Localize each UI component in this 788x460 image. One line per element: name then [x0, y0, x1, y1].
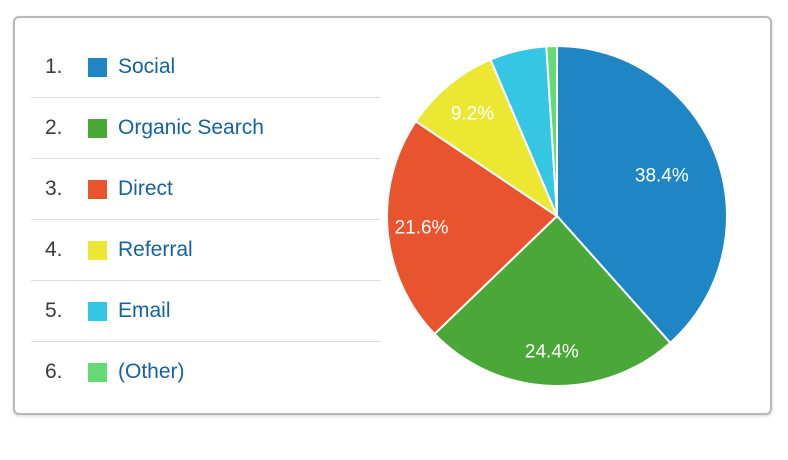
legend-rank: 1.	[45, 55, 63, 78]
legend-rank: 4.	[45, 238, 63, 261]
pie-slice-label: 38.4%	[635, 166, 689, 187]
legend-color-swatch-referral	[88, 240, 107, 260]
legend-row: 6. (Other)	[31, 342, 381, 402]
traffic-channels-legend: 1. Social 2. Organic Search 3. Direct 4.…	[31, 37, 381, 402]
legend-label-link[interactable]: Social	[118, 55, 176, 78]
legend-rank: 2.	[45, 116, 63, 139]
legend-row: 2. Organic Search	[31, 98, 381, 159]
legend-rank: 3.	[45, 177, 63, 200]
legend-label-link[interactable]: Email	[118, 299, 171, 322]
legend-row: 3. Direct	[31, 159, 381, 220]
pie-slice-social[interactable]	[556, 45, 728, 344]
pie-slice-label: 21.6%	[395, 217, 449, 238]
legend-row: 5. Email	[31, 281, 381, 342]
legend-rank: 5.	[45, 299, 63, 322]
legend-label-link[interactable]: Direct	[118, 177, 173, 200]
report-card: 1. Social 2. Organic Search 3. Direct 4.…	[13, 16, 772, 415]
legend-label-link[interactable]: Referral	[118, 238, 193, 261]
legend-color-swatch-social	[88, 57, 107, 77]
pie-slice-referral[interactable]	[414, 58, 558, 217]
legend-color-swatch-email	[88, 301, 107, 321]
legend-row: 1. Social	[31, 37, 381, 98]
pie-slice-label: 24.4%	[525, 341, 579, 362]
legend-label-link[interactable]: (Other)	[118, 360, 185, 383]
legend-color-swatch-direct	[88, 179, 107, 199]
legend-rank: 6.	[45, 360, 63, 383]
legend-row: 4. Referral	[31, 220, 381, 281]
pie-slice-organic-search[interactable]	[433, 215, 672, 387]
legend-label-link[interactable]: Organic Search	[118, 116, 264, 139]
pie-slice-direct[interactable]	[386, 120, 558, 335]
pie-slice-label: 9.2%	[451, 103, 494, 124]
legend-color-swatch-organic-search	[88, 118, 107, 138]
legend-color-swatch-other	[88, 362, 107, 382]
pie-slice-other[interactable]	[545, 45, 558, 217]
traffic-channels-pie-chart[interactable]: 38.4% 24.4% 21.6% 9.2%	[381, 40, 733, 392]
